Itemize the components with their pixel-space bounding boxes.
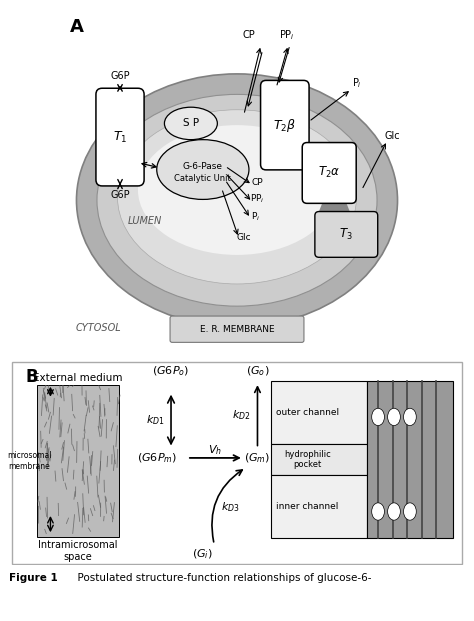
Ellipse shape [97,94,377,306]
Text: Glc: Glc [237,232,251,242]
Ellipse shape [388,503,401,520]
Text: Glc: Glc [384,131,400,141]
Text: E. R. MEMBRANE: E. R. MEMBRANE [200,325,274,333]
Ellipse shape [164,107,218,140]
Text: CP: CP [243,30,255,40]
Text: $(G_m)$: $(G_m)$ [244,451,271,465]
FancyBboxPatch shape [96,88,144,186]
Text: PP$_i$: PP$_i$ [250,193,265,206]
FancyBboxPatch shape [170,316,304,342]
Ellipse shape [372,408,384,425]
Text: $(G_i)$: $(G_i)$ [192,547,213,561]
Text: PP$_i$: PP$_i$ [279,28,294,42]
Text: External medium: External medium [33,373,122,383]
Text: $T_2\alpha$: $T_2\alpha$ [318,165,340,181]
Text: Intramicrosomal
space: Intramicrosomal space [38,540,118,562]
FancyBboxPatch shape [12,362,462,563]
Text: $k_{D1}$: $k_{D1}$ [146,413,164,427]
FancyBboxPatch shape [315,212,378,257]
Text: A: A [70,17,83,35]
Text: Postulated structure-function relationships of glucose-6-: Postulated structure-function relationsh… [71,574,372,584]
Text: inner channel: inner channel [276,502,339,511]
Text: G-6-Pase: G-6-Pase [183,161,223,171]
Ellipse shape [157,140,249,199]
Text: P$_i$: P$_i$ [251,210,260,222]
Text: B: B [26,368,38,386]
Text: G6P: G6P [110,190,130,200]
Ellipse shape [403,503,416,520]
Text: CP: CP [252,178,263,187]
Text: outer channel: outer channel [276,408,339,417]
Text: $(G6P_m)$: $(G6P_m)$ [137,451,177,465]
FancyBboxPatch shape [261,80,309,170]
Text: $T_2\beta$: $T_2\beta$ [273,117,296,134]
Text: Catalytic Unit: Catalytic Unit [174,174,231,183]
Ellipse shape [403,408,416,425]
Text: Figure 1: Figure 1 [9,574,58,584]
Ellipse shape [388,408,401,425]
Text: $T_1$: $T_1$ [113,130,127,145]
Text: $k_{D3}$: $k_{D3}$ [221,500,239,514]
Text: CYTOSOL: CYTOSOL [76,324,121,333]
Bar [37,386,118,537]
Bar [367,381,453,538]
Text: LUMEN: LUMEN [128,215,162,226]
Text: microsomal
membrane: microsomal membrane [7,451,52,471]
Text: S P: S P [183,119,199,129]
Text: $(G_o)$: $(G_o)$ [246,365,269,378]
Text: P$_i$: P$_i$ [352,76,362,89]
FancyBboxPatch shape [302,143,356,203]
Bar [271,444,367,475]
Text: G6P: G6P [110,71,130,81]
Ellipse shape [118,110,356,284]
Ellipse shape [372,503,384,520]
Polygon shape [317,199,351,215]
Bar [271,381,367,444]
Text: $k_{D2}$: $k_{D2}$ [232,409,251,422]
Text: $T_3$: $T_3$ [339,227,353,242]
Text: $(G6P_o)$: $(G6P_o)$ [153,365,190,378]
Ellipse shape [76,74,398,327]
Bar [271,475,367,538]
Ellipse shape [138,125,336,255]
Text: hydrophilic
pocket: hydrophilic pocket [284,450,331,469]
Text: $V_h$: $V_h$ [208,443,222,457]
